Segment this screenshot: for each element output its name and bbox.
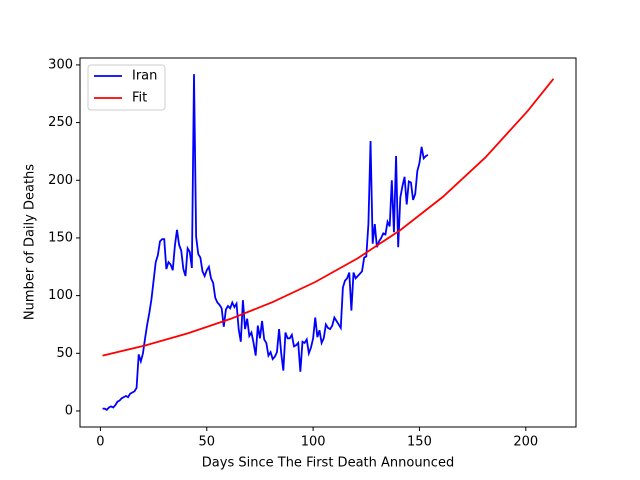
x-tick-label: 50 — [198, 435, 215, 450]
y-tick-label: 50 — [56, 346, 73, 361]
plot-frame — [79, 57, 577, 428]
data-line — [102, 78, 555, 357]
data-line — [102, 74, 429, 411]
y-tick-label: 100 — [48, 288, 73, 303]
x-tick-label: 100 — [301, 435, 326, 450]
x-axis-label: Days Since The First Death Announced — [202, 456, 454, 471]
y-tick-label: 250 — [48, 115, 73, 130]
y-axis-label: Number of Daily Deaths — [23, 164, 38, 320]
legend-label: Iran — [132, 69, 157, 84]
y-tick-label: 200 — [48, 173, 73, 188]
y-tick-label: 0 — [65, 403, 73, 418]
legend-label: Fit — [132, 91, 147, 106]
y-tick-label: 150 — [48, 230, 73, 245]
y-tick-label: 300 — [48, 57, 73, 72]
x-tick-label: 0 — [96, 435, 104, 450]
x-tick-label: 150 — [407, 435, 432, 450]
x-tick-label: 200 — [513, 435, 538, 450]
